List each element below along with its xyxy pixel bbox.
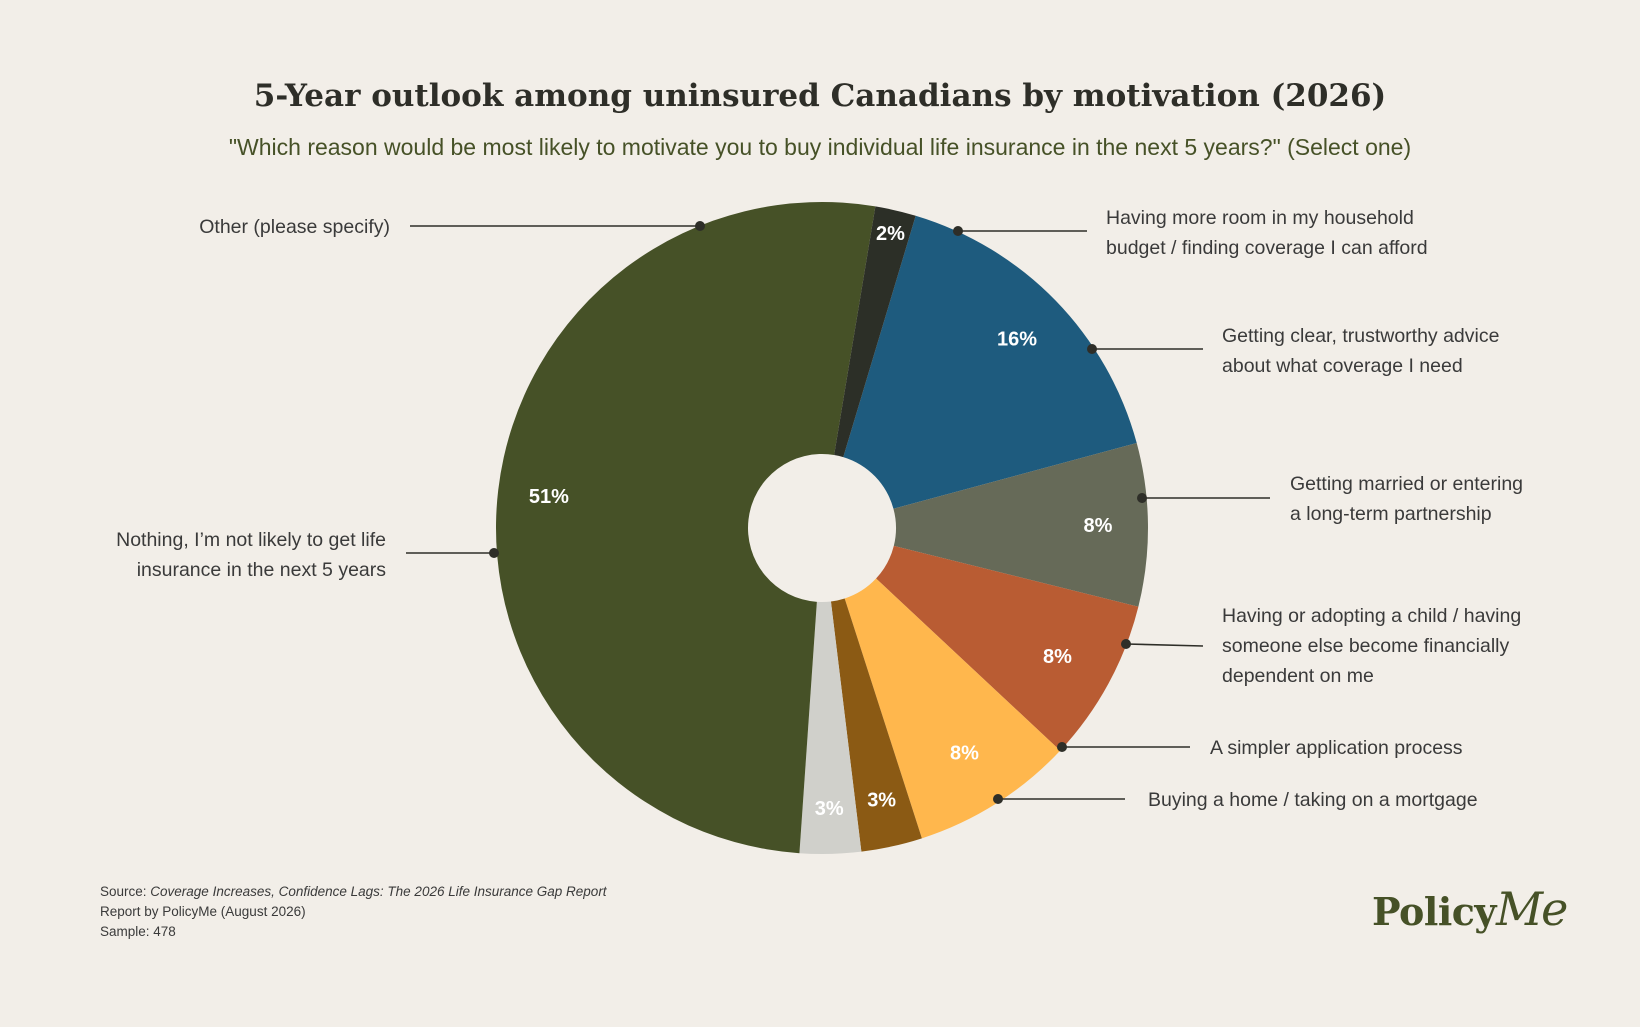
category-label-3: Having or adopting a child / having someo… [1222,605,1521,687]
chart-subtitle: "Which reason would be most likely to mo… [228,134,1412,160]
category-label-line: insurance in the next 5 years [137,559,387,581]
value-label-5: 3% [815,798,844,820]
value-label-4: 3% [867,790,896,812]
source-report-title: Coverage Increases, Confidence Lags: The… [150,884,607,899]
category-label-line: Buying a home / taking on a mortgage [1148,789,1478,811]
slice-6 [496,202,876,854]
value-label-1: 8% [1084,515,1113,537]
slice-0 [843,215,1137,509]
slice-5 [799,601,862,855]
leader-dot-1 [1087,344,1097,354]
category-label-line: dependent on me [1222,665,1374,687]
category-label-line: budget / finding coverage I can afford [1106,237,1428,259]
slice-4 [830,598,922,852]
source-sample: Sample: 478 [100,924,176,939]
category-label-line: a long-term partnership [1290,503,1492,525]
category-label-2: Getting married or entering a long-term p… [1290,473,1523,525]
leader-dot-4 [1057,742,1067,752]
leader-dot-5 [993,794,1003,804]
slice-1 [893,442,1148,607]
category-label-line: about what coverage I need [1222,355,1463,377]
leader-dot-3 [1121,639,1131,649]
category-label-0: Having more room in my household budget /… [1106,207,1428,259]
policyme-logo: PolicyMe [1372,882,1568,936]
slice-7 [834,206,916,458]
value-label-0: 16% [997,328,1037,350]
category-label-line: Getting married or entering [1290,473,1523,495]
source-note: Source: Coverage Increases, Confidence L… [100,882,607,942]
slice-3 [844,578,1061,839]
value-label-6: 51% [529,486,569,508]
category-label-line: A simpler application process [1210,737,1463,759]
category-label-line: Having more room in my household [1106,207,1414,229]
category-label-line: Nothing, I’m not likely to get life [116,529,386,551]
chart-title: 5-Year outlook among uninsured Canadians… [253,78,1387,114]
leader-dot-7 [695,221,705,231]
slice-2 [876,545,1139,751]
category-label-1: Getting clear, trustworthy advice about w… [1222,325,1499,377]
source-report-by: Report by PolicyMe (August 2026) [100,904,306,919]
category-label-line: someone else become financially [1222,635,1509,657]
leader-dot-6 [489,548,499,558]
value-label-2: 8% [1043,646,1072,668]
leader-dot-2 [1137,493,1147,503]
value-label-3: 8% [950,743,979,765]
source-prefix: Source: [100,884,151,899]
logo-text: Policy [1372,889,1497,934]
category-label-line: Having or adopting a child / having [1222,605,1521,627]
logo-script-text: Me [1496,882,1568,936]
category-label-7: Other (please specify) [199,216,390,238]
category-label-line: Getting clear, trustworthy advice [1222,325,1499,347]
category-label-6: Nothing, I’m not likely to get life insur… [116,529,386,581]
leader-line-3 [1125,643,1204,647]
category-label-line: Other (please specify) [199,216,390,238]
leader-dot-0 [953,226,963,236]
category-label-4: A simpler application process [1210,737,1463,759]
value-label-7: 2% [876,223,905,245]
category-label-5: Buying a home / taking on a mortgage [1148,789,1478,811]
